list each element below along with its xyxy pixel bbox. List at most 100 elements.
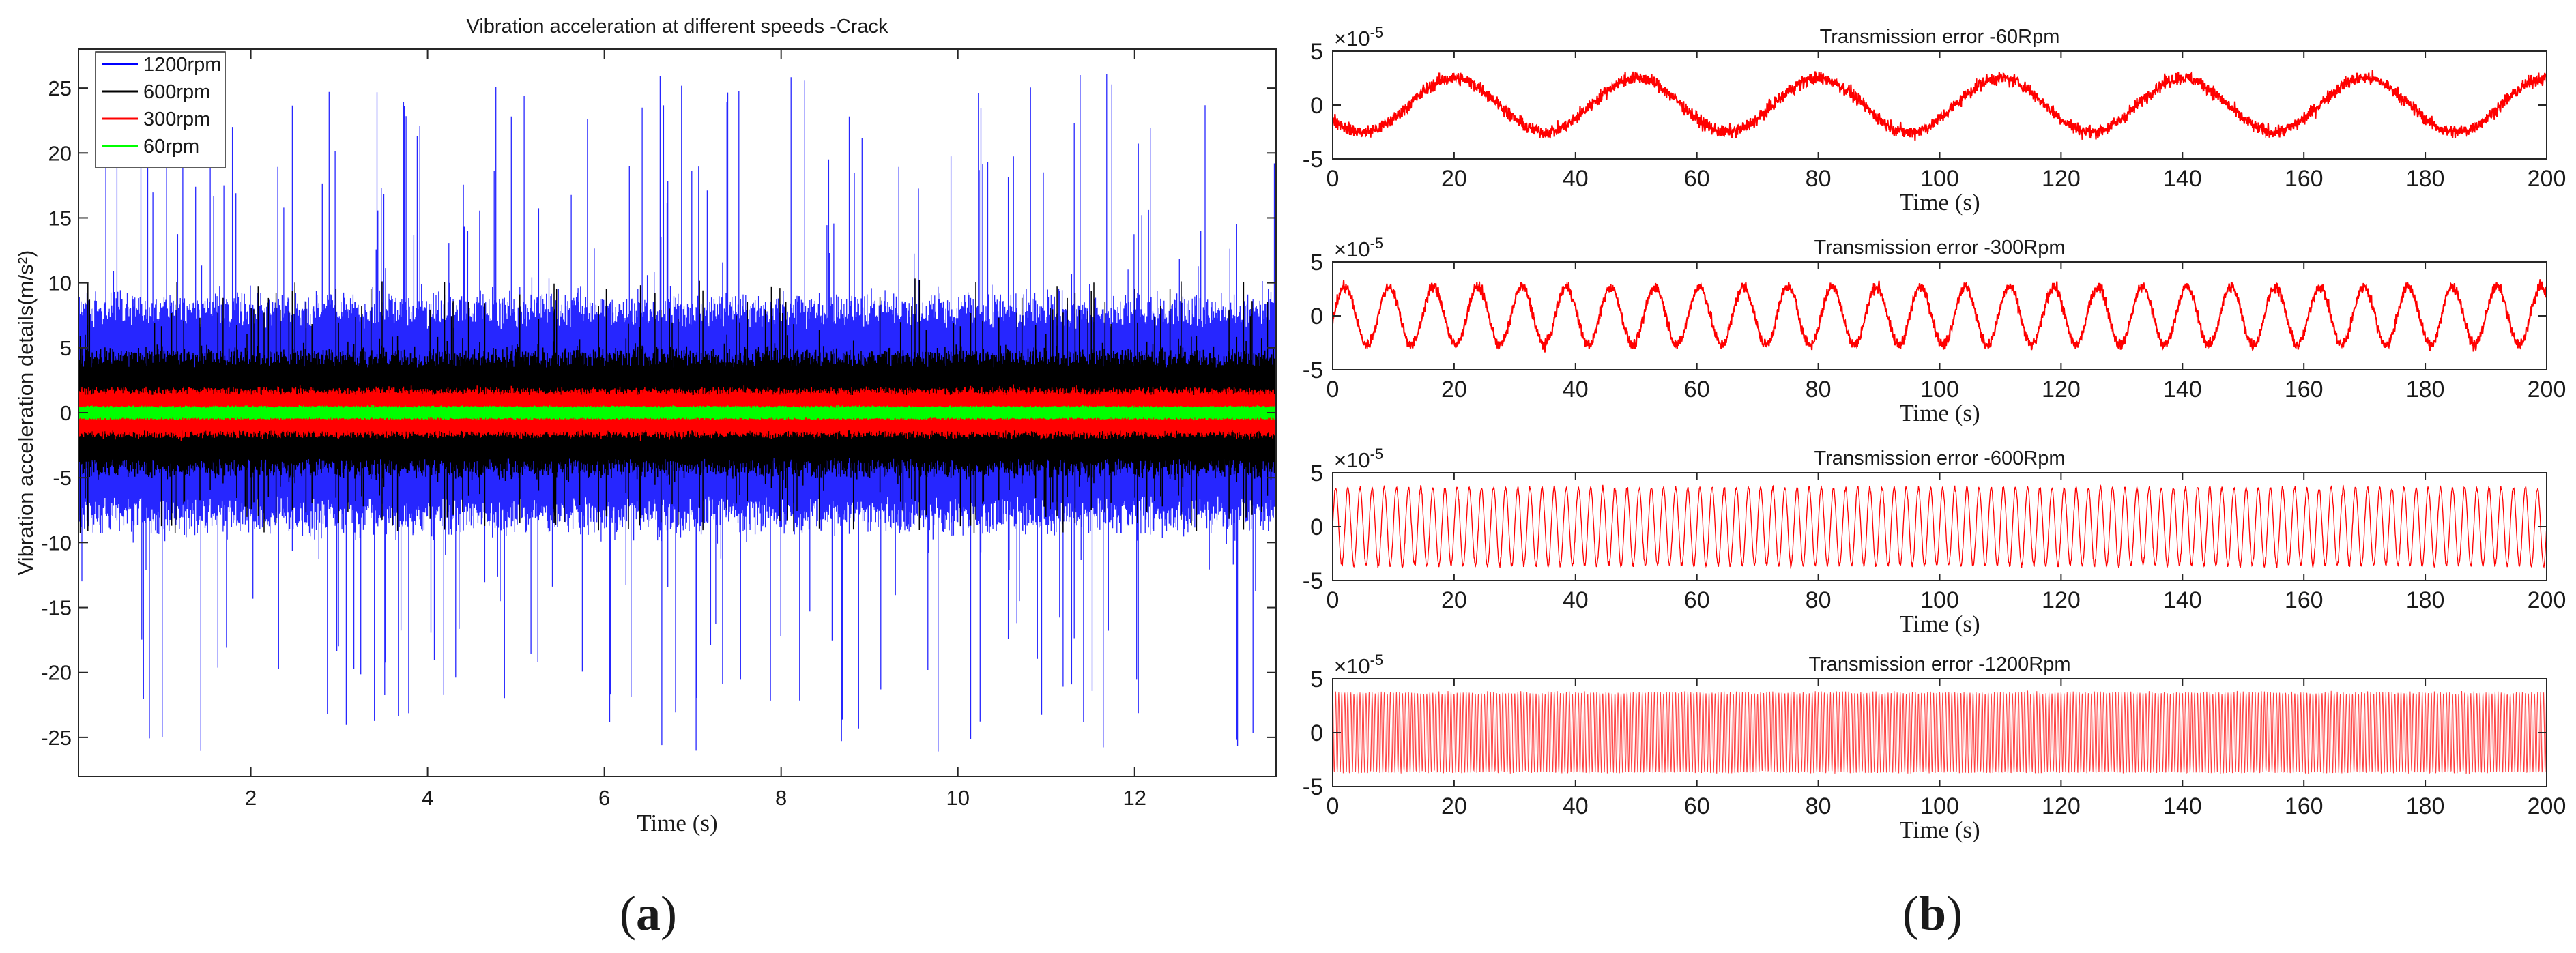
series-line-1 [1333, 70, 2547, 141]
transmission-error-chart-1: 0 20 40 60 80 100 120 140 160 180 200-505×10-5 Tran… [1303, 24, 2566, 216]
x-tick-label-b4: 140 [2163, 793, 2202, 819]
vibration-acceleration-chart: 2 4 6 8 10 12 -25 -20 -15 -10 -5 0 5 10 15 20 25 Vibratio… [14, 16, 1277, 836]
x-tick-label-b2: 20 [1441, 377, 1467, 402]
y-tick-label-b1: 0 [1310, 93, 1323, 119]
panel-label-a: (a) [620, 886, 677, 941]
x-tick-label-b3: 140 [2163, 587, 2202, 613]
x-tick-label-b2: 120 [2042, 377, 2081, 402]
chart-title-b1: Transmission error -60Rpm [1820, 26, 2060, 48]
series-line-4 [1333, 690, 2547, 774]
x-tick-label-b2: 180 [2406, 377, 2445, 402]
x-tick-label-b2: 0 [1327, 377, 1340, 402]
y-tick-label-a: 15 [48, 206, 72, 230]
x-tick-label-b1: 60 [1684, 166, 1710, 192]
y-tick-label-b4: -5 [1303, 774, 1323, 800]
x-tick-label-b2: 200 [2528, 377, 2566, 402]
y-tick-label-b1: 5 [1310, 39, 1323, 65]
x-tick-label-b1: 140 [2163, 166, 2202, 192]
x-tick-label-b4: 180 [2406, 793, 2445, 819]
y-exponent-label-b1: ×10-5 [1334, 24, 1383, 50]
x-tick-label-b2: 160 [2285, 377, 2324, 402]
transmission-error-chart-4: 0 20 40 60 80 100 120 140 160 180 200-505×10-5 Tran… [1303, 651, 2566, 843]
x-tick-label-b1: 20 [1441, 166, 1467, 192]
x-tick-label-b3: 120 [2042, 587, 2081, 613]
x-tick-label-a: 4 [422, 786, 433, 810]
y-tick-label-b3: -5 [1303, 568, 1323, 594]
y-tick-label-a: 10 [48, 272, 72, 295]
panel-label-b: (b) [1902, 886, 1963, 941]
y-tick-label-b1: -5 [1303, 147, 1323, 173]
x-tick-label-b3: 100 [1920, 587, 1959, 613]
y-tick-label-a: 20 [48, 141, 72, 165]
x-tick-label-b3: 40 [1563, 587, 1589, 613]
y-exponent-label-b2: ×10-5 [1334, 235, 1383, 261]
x-axis-label-b2: Time (s) [1899, 400, 1980, 426]
y-tick-label-b4: 0 [1310, 720, 1323, 746]
x-tick-label-b4: 200 [2528, 793, 2566, 819]
x-tick-label-b4: 60 [1684, 793, 1710, 819]
x-tick-label-b1: 40 [1563, 166, 1589, 192]
y-tick-label-b3: 5 [1310, 460, 1323, 486]
y-exponent-label-b3: ×10-5 [1334, 445, 1383, 472]
x-tick-label-b3: 160 [2285, 587, 2324, 613]
transmission-error-chart-2: 0 20 40 60 80 100 120 140 160 180 200-505×10-5 Tran… [1303, 235, 2566, 426]
x-tick-label-a: 12 [1123, 786, 1146, 810]
x-tick-label-a: 10 [946, 786, 969, 810]
x-tick-label-b3: 80 [1806, 587, 1832, 613]
legend-box-a [95, 51, 226, 168]
x-tick-label-b1: 0 [1327, 166, 1340, 192]
x-axis-label-b1: Time (s) [1899, 189, 1980, 216]
y-tick-label-a: -25 [41, 726, 72, 750]
x-axis-label-a: Time (s) [637, 810, 717, 836]
legend-entry-300rpm: 300rpm [143, 108, 210, 130]
x-tick-label-b1: 200 [2528, 166, 2566, 192]
x-tick-label-b1: 80 [1806, 166, 1832, 192]
legend-a: 1200rpm 600rpm 300rpm 60rpm [95, 51, 226, 168]
x-tick-label-b2: 80 [1806, 377, 1832, 402]
x-tick-label-b1: 120 [2042, 166, 2081, 192]
y-tick-label-a: 5 [60, 336, 72, 360]
x-tick-label-b1: 100 [1920, 166, 1959, 192]
x-tick-label-b3: 0 [1327, 587, 1340, 613]
y-exponent-label-b4: ×10-5 [1334, 651, 1383, 678]
x-tick-label-a: 8 [775, 786, 787, 810]
series-line-2 [1333, 279, 2547, 353]
y-tick-label-b2: 5 [1310, 250, 1323, 276]
x-tick-label-b4: 100 [1920, 793, 1959, 819]
x-tick-label-b4: 160 [2285, 793, 2324, 819]
y-tick-label-b4: 5 [1310, 666, 1323, 692]
x-tick-label-b4: 20 [1441, 793, 1467, 819]
legend-entry-1200rpm: 1200rpm [143, 54, 221, 76]
y-axis-label-a: Vibration acceleration details(m/s²) [14, 250, 38, 576]
x-tick-label-b2: 60 [1684, 377, 1710, 402]
chart-title-b2: Transmission error -300Rpm [1814, 237, 2066, 259]
x-tick-label-b2: 40 [1563, 377, 1589, 402]
x-tick-label-b1: 160 [2285, 166, 2324, 192]
x-tick-label-b2: 140 [2163, 377, 2202, 402]
x-tick-label-a: 6 [598, 786, 610, 810]
y-tick-label-a: -20 [41, 661, 72, 685]
x-tick-label-b4: 40 [1563, 793, 1589, 819]
y-tick-label-b2: -5 [1303, 357, 1323, 383]
chart-title-a: Vibration acceleration at different spee… [467, 16, 888, 38]
x-tick-label-b4: 120 [2042, 793, 2081, 819]
chart-title-b3: Transmission error -600Rpm [1814, 448, 2066, 469]
y-tick-label-a: 0 [60, 401, 72, 425]
chart-title-b4: Transmission error -1200Rpm [1808, 654, 2070, 675]
legend-entry-60rpm: 60rpm [143, 136, 199, 158]
legend-entry-600rpm: 600rpm [143, 81, 210, 103]
transmission-error-chart-3: 0 20 40 60 80 100 120 140 160 180 200-505×10-5 Tran… [1303, 445, 2566, 637]
transmission-error-charts: 0 20 40 60 80 100 120 140 160 180 200-505×10-5 Tran… [1303, 24, 2566, 843]
x-tick-label-b1: 180 [2406, 166, 2445, 192]
y-tick-label-a: 25 [48, 76, 72, 100]
x-tick-label-b3: 20 [1441, 587, 1467, 613]
x-tick-label-a: 2 [245, 786, 257, 810]
series-line-3 [1333, 484, 2547, 570]
x-axis-label-b4: Time (s) [1899, 817, 1980, 843]
x-tick-label-b3: 60 [1684, 587, 1710, 613]
y-tick-label-a: -5 [53, 466, 72, 490]
x-tick-label-b4: 80 [1806, 793, 1832, 819]
y-tick-label-a: -15 [41, 596, 72, 620]
x-tick-label-b3: 180 [2406, 587, 2445, 613]
